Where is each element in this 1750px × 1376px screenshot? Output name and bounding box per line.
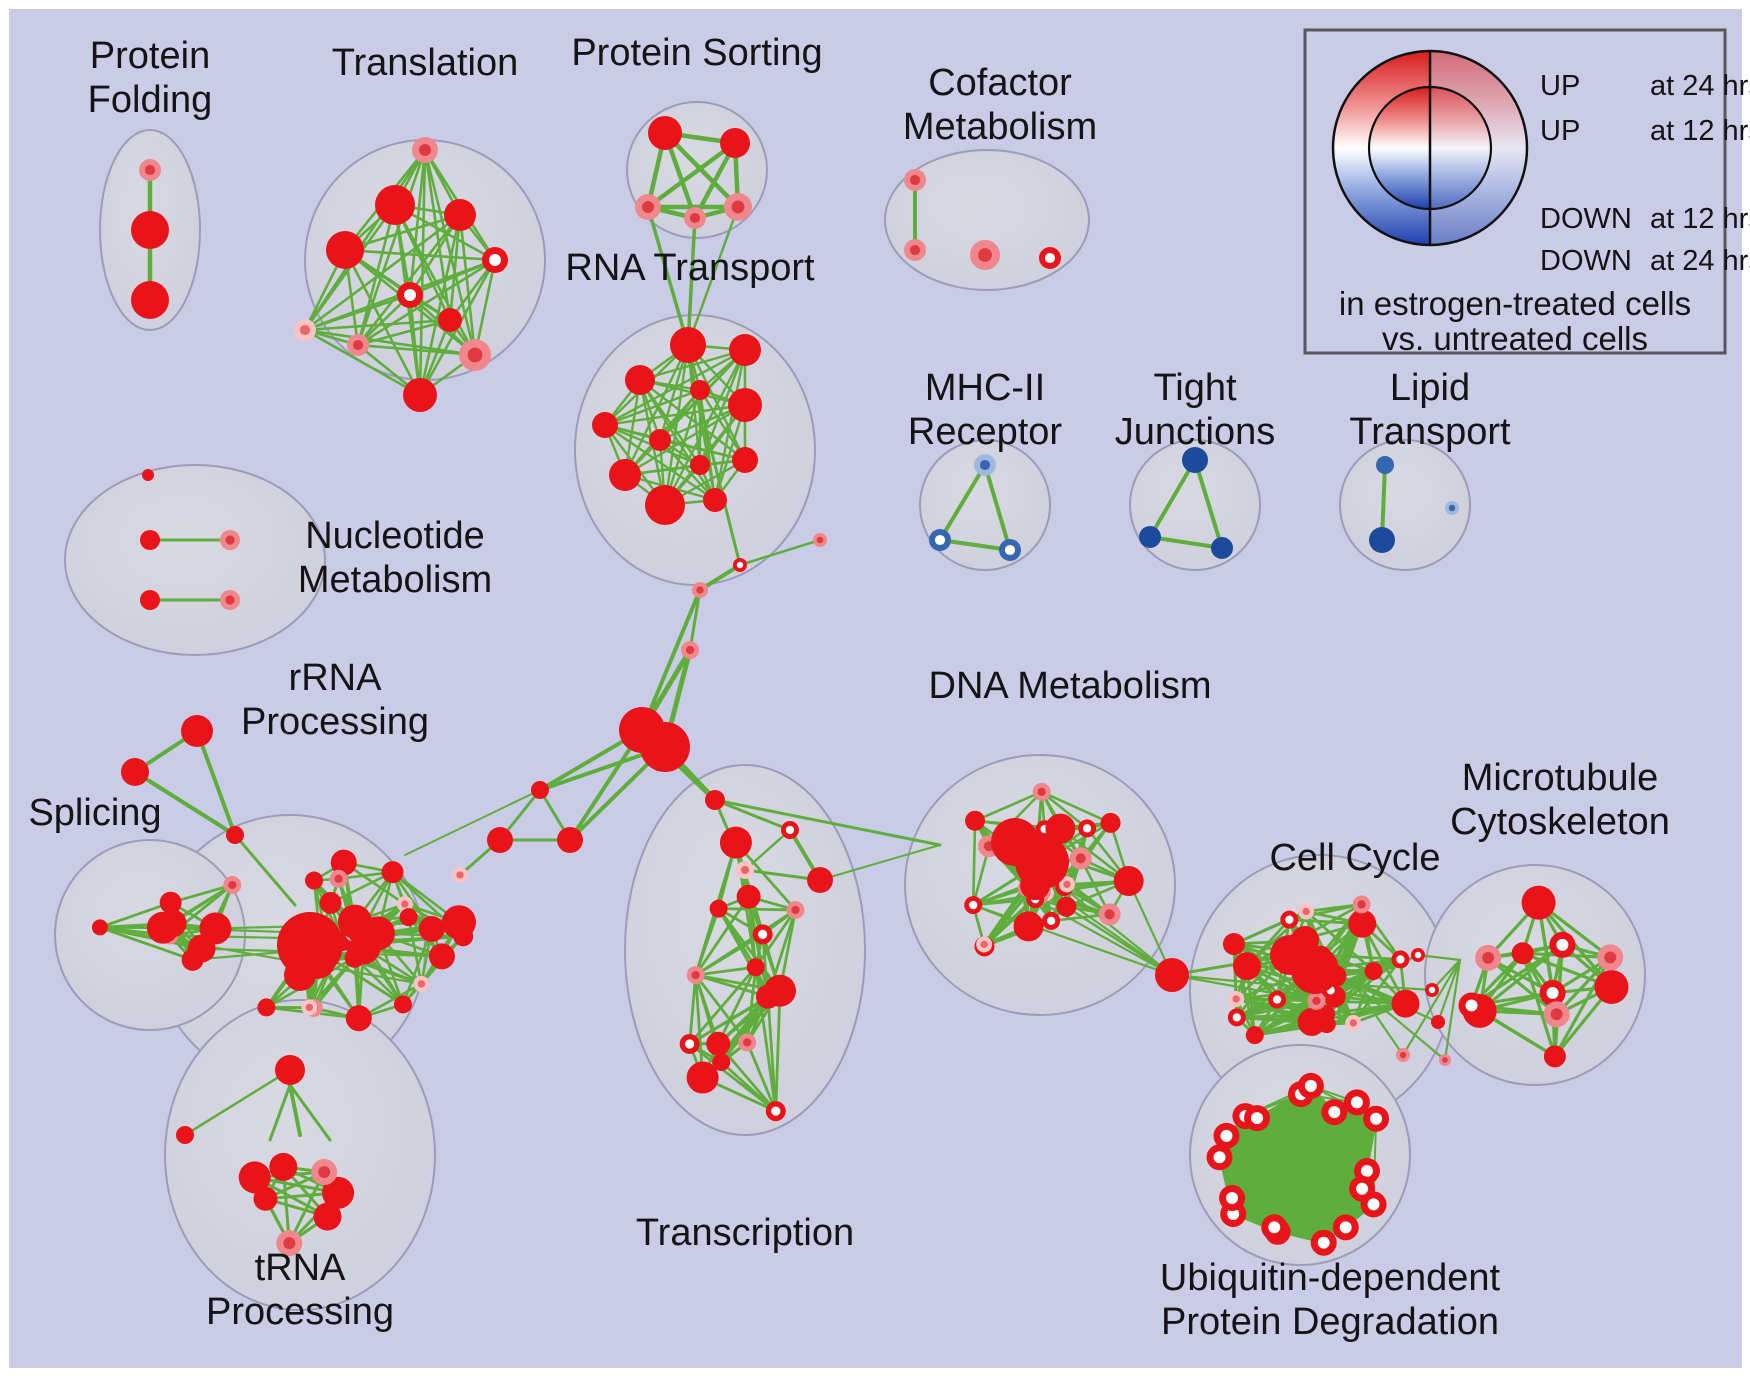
svg-text:Ubiquitin-dependent: Ubiquitin-dependent — [1160, 1257, 1501, 1299]
svg-text:Metabolism: Metabolism — [298, 559, 492, 601]
svg-text:DOWN: DOWN — [1540, 245, 1632, 277]
svg-text:Splicing: Splicing — [28, 792, 161, 834]
svg-text:Translation: Translation — [332, 42, 519, 84]
svg-text:Cytoskeleton: Cytoskeleton — [1450, 801, 1670, 843]
svg-text:Folding: Folding — [88, 79, 213, 121]
svg-text:Microtubule: Microtubule — [1462, 757, 1658, 799]
svg-text:Tight: Tight — [1153, 367, 1237, 409]
svg-text:rRNA: rRNA — [289, 657, 383, 699]
svg-text:DNA Metabolism: DNA Metabolism — [929, 665, 1212, 707]
svg-text:Junctions: Junctions — [1115, 411, 1276, 453]
svg-text:Transport: Transport — [1349, 411, 1511, 453]
svg-text:Protein Degradation: Protein Degradation — [1161, 1301, 1499, 1343]
svg-text:at 12 hrs: at 12 hrs — [1650, 203, 1750, 235]
svg-text:Lipid: Lipid — [1390, 367, 1470, 409]
svg-text:Protein: Protein — [90, 35, 210, 77]
svg-text:Metabolism: Metabolism — [903, 106, 1097, 148]
svg-text:vs. untreated cells: vs. untreated cells — [1382, 320, 1648, 357]
svg-text:Cell Cycle: Cell Cycle — [1269, 837, 1440, 879]
svg-text:Processing: Processing — [206, 1291, 394, 1333]
svg-text:DOWN: DOWN — [1540, 203, 1632, 235]
svg-text:Transcription: Transcription — [636, 1212, 854, 1254]
svg-text:at 24 hrs: at 24 hrs — [1650, 245, 1750, 277]
svg-text:at 24 hrs: at 24 hrs — [1650, 70, 1750, 102]
svg-text:RNA Transport: RNA Transport — [565, 247, 815, 289]
svg-text:MHC-II: MHC-II — [925, 367, 1045, 409]
svg-text:Protein Sorting: Protein Sorting — [571, 32, 822, 74]
svg-text:Cofactor: Cofactor — [928, 62, 1072, 104]
svg-text:UP: UP — [1540, 70, 1580, 102]
svg-text:in estrogen-treated cells: in estrogen-treated cells — [1339, 285, 1691, 322]
svg-text:Receptor: Receptor — [908, 411, 1063, 453]
svg-text:Nucleotide: Nucleotide — [305, 515, 485, 557]
svg-text:UP: UP — [1540, 115, 1580, 147]
svg-text:tRNA: tRNA — [255, 1247, 346, 1289]
svg-text:Processing: Processing — [241, 701, 429, 743]
svg-text:at 12 hrs: at 12 hrs — [1650, 115, 1750, 147]
